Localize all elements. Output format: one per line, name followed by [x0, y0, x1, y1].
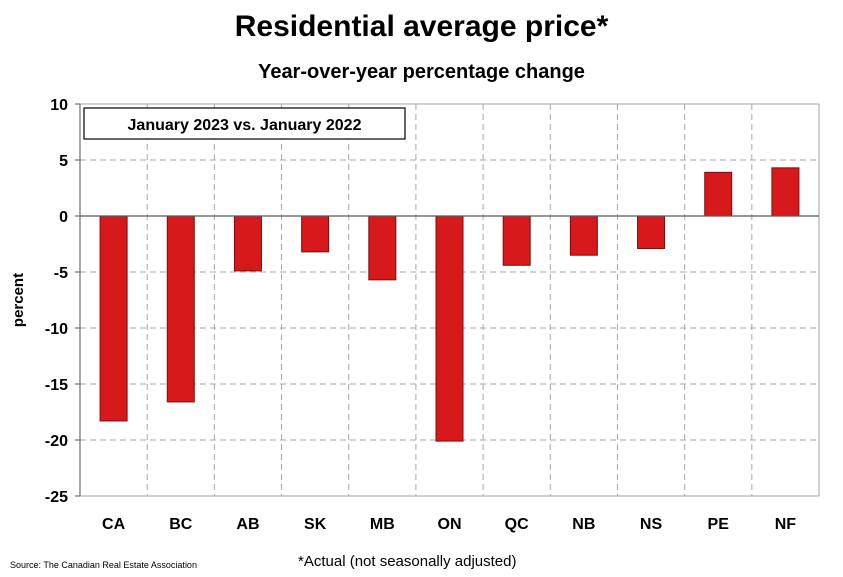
- annotation-box: [83, 107, 406, 140]
- y-tick-label: -15: [45, 377, 68, 394]
- x-tick-label: BC: [169, 516, 193, 533]
- x-tick-label: NF: [775, 516, 797, 533]
- y-tick-label: -20: [45, 433, 68, 450]
- source-note: Source: The Canadian Real Estate Associa…: [10, 560, 197, 570]
- y-tick-label: -5: [54, 265, 68, 282]
- bar-on: [435, 215, 464, 442]
- y-tick-label: 10: [50, 97, 68, 114]
- footnote: *Actual (not seasonally adjusted): [298, 553, 517, 570]
- x-tick-label: SK: [304, 516, 327, 533]
- y-tick-label: 5: [59, 153, 68, 170]
- x-tick-label: NS: [640, 516, 663, 533]
- y-tick-label: -25: [45, 489, 68, 506]
- bar-nf: [771, 167, 800, 217]
- x-tick-label: AB: [236, 516, 259, 533]
- x-tick-label: ON: [438, 516, 462, 533]
- chart-subtitle: Year-over-year percentage change: [258, 61, 585, 83]
- x-tick-label: QC: [505, 516, 529, 533]
- bar-ns: [637, 215, 666, 249]
- bar-ca: [99, 215, 128, 422]
- bar-ab: [233, 215, 262, 272]
- chart-title: Residential average price*: [234, 10, 609, 43]
- x-tick-label: PE: [708, 516, 730, 533]
- bar-bc: [166, 215, 195, 403]
- x-tick-label: NB: [572, 516, 595, 533]
- bar-qc: [502, 215, 531, 266]
- bar-sk: [301, 215, 330, 253]
- y-axis-label: percent: [10, 273, 27, 327]
- y-tick-label: 0: [59, 209, 68, 226]
- bar-mb: [368, 215, 397, 281]
- bar-pe: [704, 171, 733, 217]
- bar-nb: [569, 215, 598, 256]
- annotation-text: January 2023 vs. January 2022: [128, 117, 362, 134]
- x-tick-label: CA: [102, 516, 126, 533]
- y-tick-label: -10: [45, 321, 68, 338]
- x-tick-label: MB: [370, 516, 395, 533]
